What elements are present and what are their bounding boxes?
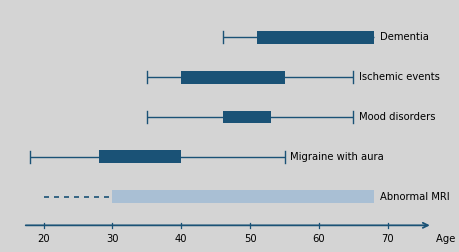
Text: Dementia: Dementia — [380, 33, 428, 42]
Bar — [112, 190, 374, 203]
Text: 70: 70 — [381, 234, 394, 244]
Text: Abnormal MRI: Abnormal MRI — [380, 192, 449, 202]
Text: Migraine with aura: Migraine with aura — [290, 152, 384, 162]
Text: 30: 30 — [106, 234, 119, 244]
Text: Ischemic events: Ischemic events — [359, 72, 440, 82]
Text: Mood disorders: Mood disorders — [359, 112, 436, 122]
Text: 40: 40 — [175, 234, 188, 244]
Text: 50: 50 — [244, 234, 257, 244]
Bar — [181, 71, 285, 84]
Text: Age (y): Age (y) — [436, 234, 459, 244]
Text: 60: 60 — [313, 234, 325, 244]
Bar — [223, 111, 271, 123]
Text: 20: 20 — [37, 234, 50, 244]
Bar — [257, 31, 374, 44]
Bar — [99, 150, 181, 163]
